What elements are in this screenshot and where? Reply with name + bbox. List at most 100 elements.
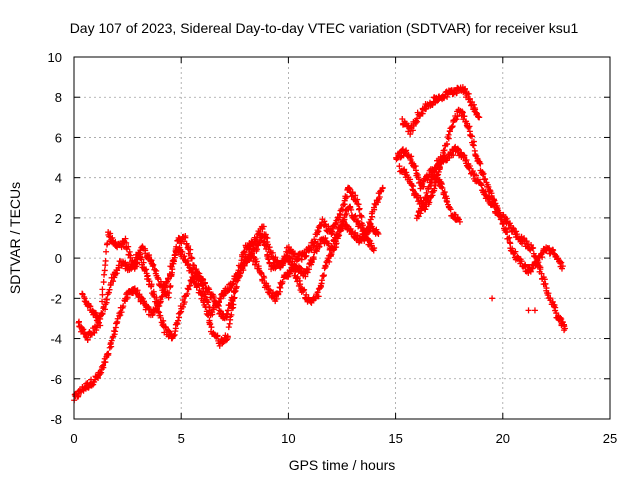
data-point bbox=[102, 306, 109, 313]
data-point bbox=[254, 246, 261, 253]
data-point bbox=[473, 109, 480, 116]
data-point bbox=[120, 303, 127, 310]
data-point bbox=[99, 286, 106, 293]
data-point bbox=[441, 95, 448, 102]
data-point bbox=[531, 253, 538, 260]
data-point bbox=[199, 282, 206, 289]
data-point bbox=[255, 263, 262, 270]
y-tick-label: -6 bbox=[50, 372, 62, 387]
data-point bbox=[410, 122, 417, 129]
data-point bbox=[444, 141, 451, 148]
data-point bbox=[375, 230, 382, 237]
data-point bbox=[98, 369, 105, 376]
data-point bbox=[474, 176, 481, 183]
data-point bbox=[95, 374, 102, 381]
data-point bbox=[351, 214, 358, 221]
data-point bbox=[346, 186, 353, 193]
data-point bbox=[366, 237, 373, 244]
data-point bbox=[179, 248, 186, 255]
data-point bbox=[476, 114, 483, 121]
data-point bbox=[379, 184, 386, 191]
data-point bbox=[358, 214, 365, 221]
x-tick-label: 15 bbox=[388, 431, 402, 446]
data-point bbox=[348, 206, 355, 213]
data-point bbox=[193, 268, 200, 275]
data-point bbox=[525, 307, 532, 314]
data-point bbox=[107, 230, 114, 237]
data-point bbox=[99, 291, 106, 298]
data-point bbox=[84, 336, 91, 343]
data-point bbox=[477, 160, 484, 167]
data-point bbox=[170, 260, 177, 267]
data-point bbox=[103, 248, 110, 255]
data-point bbox=[146, 278, 153, 285]
data-point bbox=[480, 170, 487, 177]
data-point bbox=[79, 325, 86, 332]
data-point bbox=[166, 289, 173, 296]
x-tick-labels: 0 5 10 15 20 25 bbox=[70, 431, 617, 446]
data-point bbox=[104, 240, 111, 247]
data-point bbox=[165, 327, 172, 334]
data-point bbox=[261, 274, 268, 281]
data-point bbox=[188, 255, 195, 262]
data-point bbox=[397, 154, 404, 161]
data-point bbox=[105, 289, 112, 296]
data-point bbox=[340, 218, 347, 225]
data-point bbox=[101, 267, 108, 274]
data-point bbox=[202, 291, 209, 298]
data-point bbox=[169, 266, 176, 273]
data-point bbox=[312, 238, 319, 245]
data-point bbox=[374, 229, 381, 236]
data-point bbox=[407, 131, 414, 138]
data-point bbox=[158, 293, 165, 300]
data-point bbox=[260, 223, 267, 230]
data-point bbox=[423, 196, 430, 203]
data-point bbox=[190, 262, 197, 269]
data-point bbox=[494, 205, 501, 212]
y-tick-label: 2 bbox=[55, 211, 62, 226]
data-point bbox=[118, 309, 125, 316]
data-point bbox=[99, 298, 106, 305]
data-point bbox=[473, 172, 480, 179]
data-point bbox=[456, 218, 463, 225]
data-point bbox=[424, 176, 431, 183]
chart-title: Day 107 of 2023, Sidereal Day-to-day VTE… bbox=[70, 20, 579, 36]
data-point bbox=[454, 113, 461, 120]
data-point bbox=[534, 260, 541, 267]
data-point bbox=[308, 246, 315, 253]
data-point bbox=[396, 163, 403, 170]
data-point bbox=[374, 199, 381, 206]
data-point bbox=[185, 260, 192, 267]
data-point bbox=[185, 286, 192, 293]
data-point bbox=[427, 182, 434, 189]
data-point bbox=[356, 205, 363, 212]
data-point bbox=[305, 266, 312, 273]
data-point bbox=[108, 343, 115, 350]
data-point bbox=[439, 185, 446, 192]
data-point bbox=[186, 250, 193, 257]
data-point bbox=[325, 241, 332, 248]
axis-ticks bbox=[73, 56, 611, 420]
data-point bbox=[103, 296, 110, 303]
data-point bbox=[237, 262, 244, 269]
data-point bbox=[253, 234, 260, 241]
data-point bbox=[273, 295, 280, 302]
y-tick-label: 8 bbox=[55, 90, 62, 105]
data-point bbox=[531, 307, 538, 314]
data-point bbox=[167, 282, 174, 289]
data-point bbox=[150, 288, 157, 295]
data-point bbox=[402, 148, 409, 155]
x-tick-label: 25 bbox=[603, 431, 617, 446]
data-point bbox=[176, 314, 183, 321]
data-point bbox=[466, 128, 473, 135]
data-point bbox=[431, 185, 438, 192]
data-point bbox=[102, 257, 109, 264]
data-point bbox=[97, 322, 104, 329]
data-point bbox=[409, 127, 416, 134]
data-point bbox=[538, 270, 545, 277]
data-point bbox=[184, 290, 191, 297]
data-point bbox=[251, 261, 258, 268]
data-point bbox=[207, 320, 214, 327]
data-point bbox=[482, 176, 489, 183]
